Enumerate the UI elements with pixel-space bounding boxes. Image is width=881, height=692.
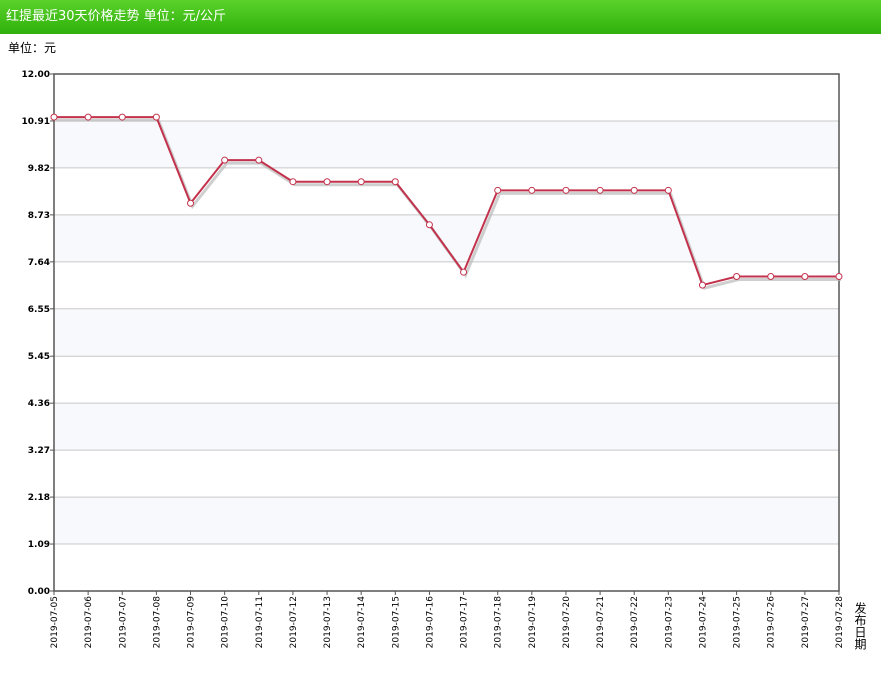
y-tick-label: 1.09 <box>28 540 50 550</box>
point <box>664 186 672 194</box>
y-tick-label: 0.00 <box>28 587 50 597</box>
y-tick-label: 9.82 <box>28 164 50 174</box>
x-tick-label: 2019-07-07 <box>118 596 128 648</box>
x-tick-label: 2019-07-21 <box>596 596 606 648</box>
x-tick-label: 2019-07-22 <box>630 596 640 648</box>
x-tick-label: 2019-07-08 <box>152 596 162 649</box>
x-tick-label: 2019-07-25 <box>733 596 743 648</box>
point <box>562 186 570 194</box>
band <box>54 167 839 215</box>
point <box>425 221 433 229</box>
point <box>118 113 126 121</box>
x-tick-label: 2019-07-23 <box>664 596 674 648</box>
x-tick-label: 2019-07-18 <box>494 596 504 649</box>
y-tick-label: 3.27 <box>28 446 50 456</box>
x-tick-label: 2019-07-16 <box>425 596 435 649</box>
x-tick-label: 2019-07-14 <box>357 596 367 649</box>
plot-border <box>53 73 840 592</box>
band <box>54 356 839 404</box>
y-tick-label: 8.73 <box>28 211 50 221</box>
plot-area <box>54 74 839 591</box>
point <box>528 186 536 194</box>
point <box>255 156 263 164</box>
point <box>698 281 706 289</box>
band <box>54 544 839 591</box>
line <box>54 116 839 287</box>
point <box>630 186 638 194</box>
x-tick-label: 2019-07-27 <box>801 596 811 648</box>
x-tick-label: 2019-07-26 <box>767 596 777 649</box>
chart: 单位：元 发布日期 0.00 1.09 2.18 3.27 4.36 5.45 6.55 7.… <box>8 40 867 650</box>
y-tick-label: 6.55 <box>28 305 50 315</box>
point <box>801 272 809 280</box>
x-tick-label: 2019-07-19 <box>528 596 538 649</box>
point <box>460 268 468 276</box>
y-tick-label: 10.91 <box>22 117 50 127</box>
y-tick-label: 5.45 <box>28 352 50 362</box>
y-tick-label: 12.00 <box>22 70 50 80</box>
point <box>323 178 331 186</box>
x-axis-title: 发布日期 <box>853 601 867 650</box>
band <box>54 74 839 121</box>
point <box>152 113 160 121</box>
point <box>596 186 604 194</box>
y-axis-unit: 单位：元 <box>8 40 56 55</box>
point <box>289 178 297 186</box>
y-tick-label: 2.18 <box>28 493 50 503</box>
band <box>54 450 839 498</box>
x-tick-label: 2019-07-06 <box>84 596 94 649</box>
y-tick-label: 7.64 <box>28 258 50 268</box>
header-title: 红提最近30天价格走势 单位：元/公斤 <box>0 0 881 34</box>
x-tick-label: 2019-07-09 <box>187 596 197 649</box>
x-tick-label: 2019-07-15 <box>391 596 401 648</box>
point <box>767 272 775 280</box>
point <box>494 186 502 194</box>
x-tick-label: 2019-07-24 <box>698 596 708 649</box>
x-tick-label: 2019-07-05 <box>50 596 60 648</box>
point <box>733 272 741 280</box>
point <box>50 113 58 121</box>
x-tick-label: 2019-07-13 <box>323 596 333 648</box>
point <box>391 178 399 186</box>
x-tick-label: 2019-07-11 <box>255 596 265 648</box>
x-tick-label: 2019-07-17 <box>460 596 470 648</box>
x-tick-label: 2019-07-28 <box>835 596 845 649</box>
band <box>54 261 839 309</box>
point <box>84 113 92 121</box>
point <box>835 272 843 280</box>
point <box>221 156 229 164</box>
point <box>357 178 365 186</box>
point <box>187 199 195 207</box>
x-tick-label: 2019-07-12 <box>289 596 299 648</box>
y-tick-label: 4.36 <box>28 399 50 409</box>
x-tick-label: 2019-07-20 <box>562 596 572 649</box>
x-tick-label: 2019-07-10 <box>221 596 231 649</box>
